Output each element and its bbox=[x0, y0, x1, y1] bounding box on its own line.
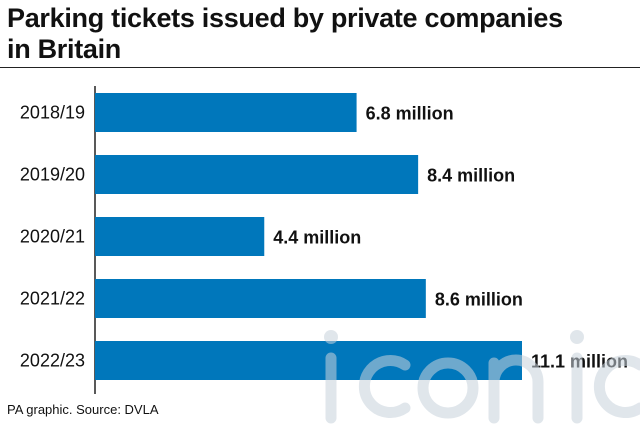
category-label: 2022/23 bbox=[20, 351, 85, 371]
bar-2020-21 bbox=[95, 217, 265, 256]
category-label: 2020/21 bbox=[20, 227, 85, 247]
category-label: 2019/20 bbox=[20, 165, 85, 185]
value-label: 8.4 million bbox=[427, 166, 515, 186]
value-label: 8.6 million bbox=[435, 290, 523, 310]
bar-2018-19 bbox=[95, 93, 357, 132]
value-label: 4.4 million bbox=[273, 228, 361, 248]
value-label: 11.1 million bbox=[531, 352, 628, 372]
category-label: 2021/22 bbox=[20, 289, 85, 309]
source-note: PA graphic. Source: DVLA bbox=[7, 402, 159, 417]
chart-title-line-1: Parking tickets issued by private compan… bbox=[7, 3, 563, 33]
bar-2021-22 bbox=[95, 279, 426, 318]
bar-2022-23 bbox=[95, 341, 522, 380]
category-label: 2018/19 bbox=[20, 103, 85, 123]
chart-title: Parking tickets issued by private compan… bbox=[7, 3, 633, 65]
bar-2019-20 bbox=[95, 155, 419, 194]
chart-title-line-2: in Britain bbox=[7, 34, 122, 64]
value-label: 6.8 million bbox=[366, 104, 454, 124]
title-divider bbox=[0, 67, 640, 68]
